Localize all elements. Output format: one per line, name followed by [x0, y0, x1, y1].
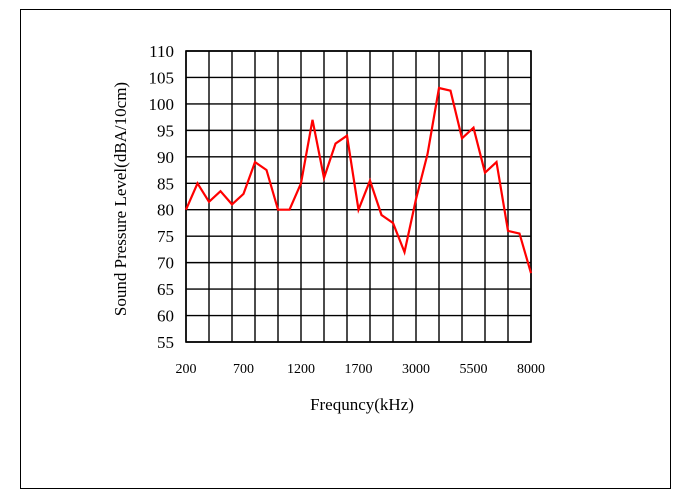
- y-tick-label: 100: [149, 95, 175, 114]
- y-tick-label: 65: [157, 280, 174, 299]
- grid: [185, 50, 532, 343]
- y-axis-label: Sound Pressure Level(dBA/10cm): [111, 82, 130, 316]
- y-tick-label: 55: [157, 333, 174, 352]
- x-tick-label: 1700: [345, 362, 373, 377]
- x-tick-label: 8000: [517, 362, 545, 377]
- y-tick-label: 85: [157, 174, 174, 193]
- chart-frame: [20, 9, 671, 489]
- x-tick-label: 700: [233, 362, 254, 377]
- x-tick-label: 3000: [402, 362, 430, 377]
- x-tick-label: 1200: [287, 362, 315, 377]
- series-line: [184, 86, 533, 274]
- plot-area-border: [185, 50, 532, 343]
- x-tick-label: 5500: [460, 362, 488, 377]
- y-tick-label: 75: [157, 227, 174, 246]
- series: [184, 86, 533, 274]
- y-tick-label: 60: [157, 307, 174, 326]
- y-tick-label: 110: [149, 42, 174, 61]
- y-tick-label: 95: [157, 121, 174, 140]
- y-tick-label: 80: [157, 201, 174, 220]
- y-axis-ticks: 55 60 65 70 75 80 85 90 95 100 105 110: [149, 42, 175, 352]
- x-axis-ticks: 200 700 1200 1700 3000 5500 8000: [176, 362, 546, 377]
- y-tick-label: 105: [149, 68, 175, 87]
- x-axis-label: Frequncy(kHz): [310, 395, 414, 414]
- y-tick-label: 90: [157, 148, 174, 167]
- y-tick-label: 70: [157, 254, 174, 273]
- x-tick-label: 200: [176, 362, 197, 377]
